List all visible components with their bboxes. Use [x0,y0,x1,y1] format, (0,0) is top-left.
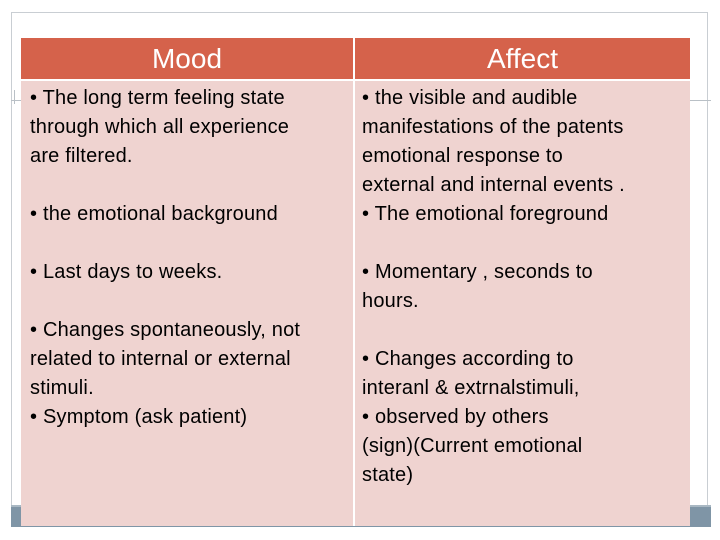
affect-text-line: emotional response to [362,145,563,167]
mood-text-line: • Symptom (ask patient) [30,406,248,428]
affect-text-line: • the visible and audible [362,87,578,109]
affect-text-line: • Changes according to [362,348,574,370]
affect-cell: • the visible and audible manifestations… [355,81,690,526]
mood-text-line: through which all experience [30,116,290,138]
mood-text-line: • Last days to weeks. [30,261,223,283]
affect-text-line: (sign)(Current emotional [362,435,583,457]
divider-tick [14,90,15,104]
affect-text-line: state) [362,464,414,486]
affect-text-line: • The emotional foreground [362,203,609,225]
affect-text-line: interanl & extrnalstimuli, [362,377,580,399]
mood-text-line: are filtered. [30,145,133,167]
affect-text-line: • observed by others [362,406,549,428]
mood-text-line: stimuli. [30,377,94,399]
mood-cell: • The long term feeling state through wh… [21,81,355,526]
affect-text-line: external and internal events . [362,174,625,196]
header-affect: Affect [355,38,690,81]
affect-text-line: hours. [362,290,419,312]
mood-affect-table: Mood Affect • The long term feeling stat… [21,38,690,526]
mood-text-line: • The long term feeling state [30,87,285,109]
header-mood: Mood [21,38,355,81]
mood-text-line: • the emotional background [30,203,278,225]
affect-text-line: manifestations of the patents [362,116,624,138]
mood-text-line: • Changes spontaneously, not [30,319,301,341]
affect-text-line: • Momentary , seconds to [362,261,593,283]
mood-text-line: related to internal or external [30,348,291,370]
